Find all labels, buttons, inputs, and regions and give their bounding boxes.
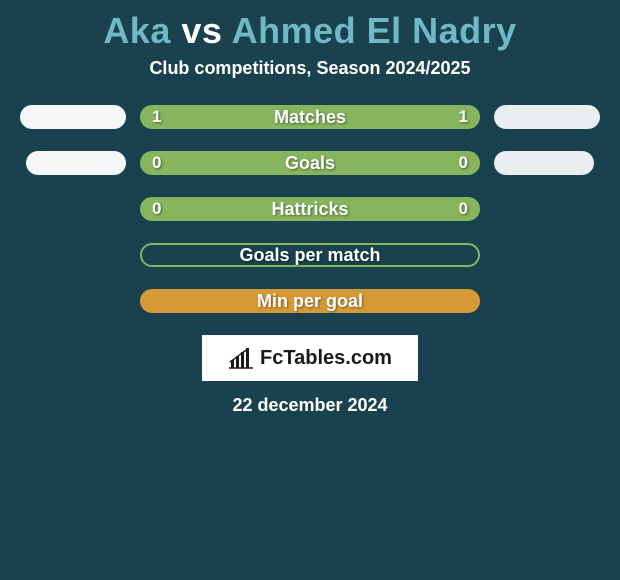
stats-list: 1 Matches 1 0 Goals 0 0 Hattricks 0 Goals per mat… — [0, 105, 620, 313]
stat-label: Hattricks — [271, 199, 348, 220]
stat-value-left: 0 — [152, 199, 161, 219]
spacer — [6, 197, 126, 221]
chart-icon — [228, 347, 254, 369]
stat-label: Matches — [274, 107, 346, 128]
spacer — [6, 243, 126, 267]
stat-row: Goals per match — [0, 243, 620, 267]
brand-text: FcTables.com — [260, 347, 392, 370]
date-text: 22 december 2024 — [232, 395, 387, 416]
spacer — [494, 197, 614, 221]
subtitle: Club competitions, Season 2024/2025 — [149, 58, 470, 105]
player2-badge — [494, 105, 600, 129]
brand-logo: FcTables.com — [202, 335, 418, 381]
comparison-card: Aka vs Ahmed El Nadry Club competitions,… — [0, 0, 620, 580]
stat-row: 1 Matches 1 — [0, 105, 620, 129]
stat-value-left: 1 — [152, 107, 161, 127]
stat-bar: Min per goal — [140, 289, 480, 313]
spacer — [6, 289, 126, 313]
player1-badge — [20, 105, 126, 129]
stat-value-left: 0 — [152, 153, 161, 173]
stat-bar: Goals per match — [140, 243, 480, 267]
player1-badge — [26, 151, 126, 175]
player1-name: Aka — [103, 10, 171, 51]
stat-row: 0 Goals 0 — [0, 151, 620, 175]
stat-value-right: 1 — [459, 107, 468, 127]
spacer — [494, 243, 614, 267]
title-vs: vs — [181, 10, 222, 51]
page-title: Aka vs Ahmed El Nadry — [103, 6, 516, 58]
stat-label: Min per goal — [257, 291, 363, 312]
stat-bar: 1 Matches 1 — [140, 105, 480, 129]
stat-value-right: 0 — [459, 153, 468, 173]
stat-row: 0 Hattricks 0 — [0, 197, 620, 221]
spacer — [494, 289, 614, 313]
player2-name: Ahmed El Nadry — [232, 10, 517, 51]
stat-bar: 0 Hattricks 0 — [140, 197, 480, 221]
stat-row: Min per goal — [0, 289, 620, 313]
player2-badge — [494, 151, 594, 175]
stat-label: Goals — [285, 153, 335, 174]
stat-label: Goals per match — [239, 245, 380, 266]
stat-value-right: 0 — [459, 199, 468, 219]
stat-bar: 0 Goals 0 — [140, 151, 480, 175]
